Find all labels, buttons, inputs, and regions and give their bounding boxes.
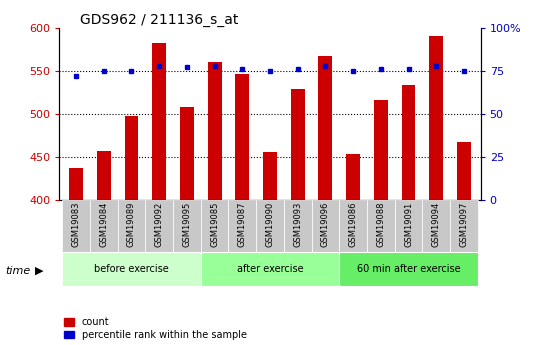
Bar bbox=[173, 200, 201, 252]
Bar bbox=[235, 74, 249, 200]
Text: GSM19095: GSM19095 bbox=[183, 201, 191, 247]
Bar bbox=[152, 43, 166, 200]
Text: GSM19097: GSM19097 bbox=[460, 201, 469, 247]
Text: after exercise: after exercise bbox=[237, 264, 303, 274]
Text: ▶: ▶ bbox=[35, 266, 44, 276]
Bar bbox=[118, 200, 145, 252]
Bar bbox=[422, 200, 450, 252]
Bar bbox=[62, 252, 201, 286]
Bar bbox=[90, 200, 118, 252]
Text: GSM19096: GSM19096 bbox=[321, 201, 330, 247]
Bar bbox=[339, 252, 478, 286]
Text: GSM19089: GSM19089 bbox=[127, 201, 136, 247]
Bar bbox=[319, 56, 332, 200]
Bar bbox=[256, 200, 284, 252]
Text: GSM19087: GSM19087 bbox=[238, 201, 247, 247]
Text: GSM19085: GSM19085 bbox=[210, 201, 219, 247]
Bar bbox=[339, 200, 367, 252]
Text: GSM19088: GSM19088 bbox=[376, 201, 386, 247]
Bar bbox=[291, 89, 305, 200]
Bar bbox=[312, 200, 339, 252]
Bar bbox=[201, 252, 339, 286]
Text: 60 min after exercise: 60 min after exercise bbox=[357, 264, 461, 274]
Bar bbox=[69, 168, 83, 200]
Bar bbox=[62, 200, 90, 252]
Bar bbox=[263, 152, 277, 200]
Bar bbox=[429, 36, 443, 200]
Bar bbox=[402, 85, 415, 200]
Bar bbox=[201, 200, 228, 252]
Bar bbox=[228, 200, 256, 252]
Text: GSM19093: GSM19093 bbox=[293, 201, 302, 247]
Text: GDS962 / 211136_s_at: GDS962 / 211136_s_at bbox=[80, 12, 239, 27]
Text: GSM19084: GSM19084 bbox=[99, 201, 108, 247]
Legend: count, percentile rank within the sample: count, percentile rank within the sample bbox=[64, 317, 247, 340]
Bar bbox=[180, 107, 194, 200]
Bar bbox=[457, 142, 471, 200]
Bar bbox=[346, 155, 360, 200]
Text: GSM19091: GSM19091 bbox=[404, 201, 413, 247]
Bar bbox=[97, 151, 111, 200]
Text: GSM19083: GSM19083 bbox=[71, 201, 80, 247]
Bar bbox=[145, 200, 173, 252]
Bar bbox=[208, 62, 221, 200]
Text: before exercise: before exercise bbox=[94, 264, 169, 274]
Bar bbox=[395, 200, 422, 252]
Text: GSM19094: GSM19094 bbox=[432, 201, 441, 247]
Text: GSM19086: GSM19086 bbox=[349, 201, 357, 247]
Bar bbox=[450, 200, 478, 252]
Bar bbox=[367, 200, 395, 252]
Bar bbox=[125, 117, 138, 200]
Bar bbox=[284, 200, 312, 252]
Text: time: time bbox=[5, 266, 31, 276]
Text: GSM19092: GSM19092 bbox=[154, 201, 164, 247]
Text: GSM19090: GSM19090 bbox=[266, 201, 274, 247]
Bar bbox=[374, 100, 388, 200]
